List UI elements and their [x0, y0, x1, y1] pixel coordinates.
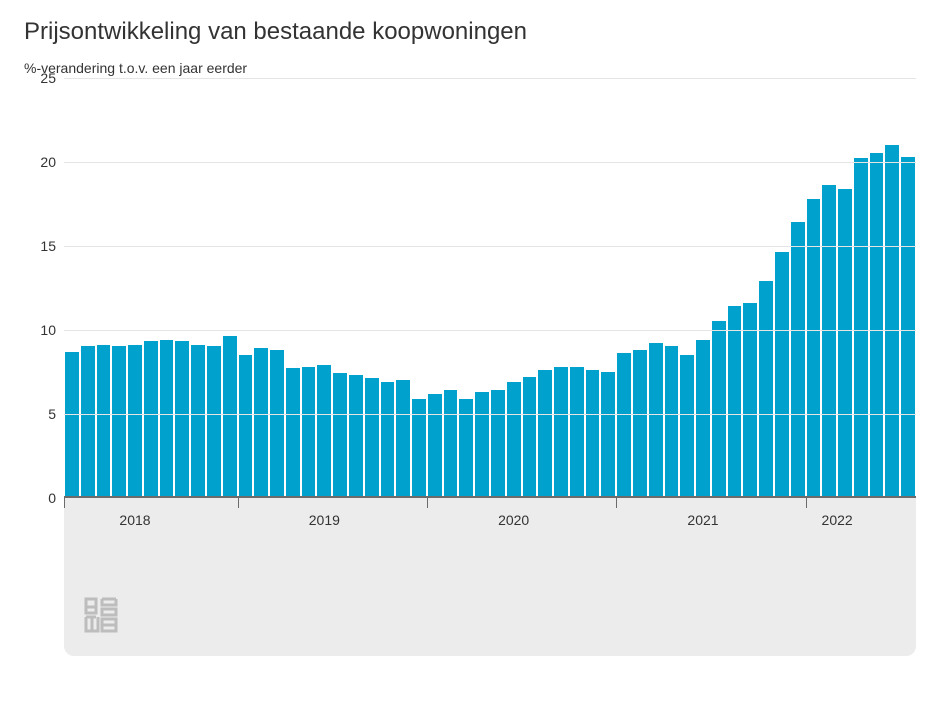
- bar: [365, 378, 379, 496]
- x-tick: [616, 498, 617, 508]
- gridline: [64, 78, 916, 79]
- bar: [554, 367, 568, 496]
- bar: [649, 343, 663, 496]
- bar: [81, 346, 95, 496]
- x-tick: [427, 498, 428, 508]
- bar: [885, 145, 899, 496]
- bar: [349, 375, 363, 496]
- gridline: [64, 246, 916, 247]
- bar: [65, 352, 79, 496]
- x-axis-band: 2018 2019 2020 2021 2022: [64, 498, 916, 656]
- bar: [728, 306, 742, 496]
- bar: [144, 341, 158, 496]
- bar: [475, 392, 489, 496]
- bar: [901, 157, 915, 496]
- plot-area: [64, 78, 916, 498]
- bar: [743, 303, 757, 496]
- bar: [822, 185, 836, 496]
- y-tick-label: 25: [40, 70, 56, 86]
- x-year-label: 2019: [309, 512, 340, 528]
- y-tick-label: 5: [48, 406, 56, 422]
- bar: [254, 348, 268, 496]
- bar: [207, 346, 221, 496]
- bar: [175, 341, 189, 496]
- bar: [128, 345, 142, 496]
- gridline: [64, 330, 916, 331]
- bar: [807, 199, 821, 496]
- y-axis: 0510152025: [24, 78, 64, 498]
- x-year-label: 2022: [822, 512, 853, 528]
- bar: [286, 368, 300, 496]
- bar: [759, 281, 773, 496]
- bar: [491, 390, 505, 496]
- x-tick: [806, 498, 807, 508]
- bar: [870, 153, 884, 496]
- y-tick-label: 10: [40, 322, 56, 338]
- chart-title: Prijsontwikkeling van bestaande koopwoni…: [24, 18, 916, 46]
- y-tick-label: 15: [40, 238, 56, 254]
- bar: [191, 345, 205, 496]
- bar: [428, 394, 442, 496]
- chart-container: 0510152025 20182019202020212022: [24, 78, 916, 556]
- bar: [696, 340, 710, 496]
- bar: [381, 382, 395, 496]
- bar: [444, 390, 458, 496]
- x-year-label: 2021: [687, 512, 718, 528]
- bar: [223, 336, 237, 496]
- bar: [680, 355, 694, 496]
- bar: [838, 189, 852, 496]
- bar: [270, 350, 284, 496]
- bar: [538, 370, 552, 496]
- bar: [396, 380, 410, 496]
- bar: [791, 222, 805, 496]
- x-tick: [238, 498, 239, 508]
- bar: [302, 367, 316, 496]
- bar: [586, 370, 600, 496]
- x-year-label: 2018: [119, 512, 150, 528]
- bar: [317, 365, 331, 496]
- bar: [570, 367, 584, 496]
- bar: [601, 372, 615, 496]
- bar: [112, 346, 126, 496]
- bar: [239, 355, 253, 496]
- bar: [775, 252, 789, 496]
- bar: [333, 373, 347, 496]
- gridline: [64, 414, 916, 415]
- bar: [854, 158, 868, 496]
- bar: [617, 353, 631, 496]
- bars-group: [64, 78, 916, 496]
- bar: [633, 350, 647, 496]
- x-tick: [64, 498, 65, 508]
- gridline: [64, 162, 916, 163]
- bar: [160, 340, 174, 496]
- y-tick-label: 20: [40, 154, 56, 170]
- y-axis-title: %-verandering t.o.v. een jaar eerder: [24, 60, 916, 76]
- x-year-label: 2020: [498, 512, 529, 528]
- cbs-logo-icon: [82, 595, 122, 640]
- bar: [507, 382, 521, 496]
- y-tick-label: 0: [48, 490, 56, 506]
- bar: [97, 345, 111, 496]
- bar: [712, 321, 726, 496]
- bar: [523, 377, 537, 496]
- bar: [665, 346, 679, 496]
